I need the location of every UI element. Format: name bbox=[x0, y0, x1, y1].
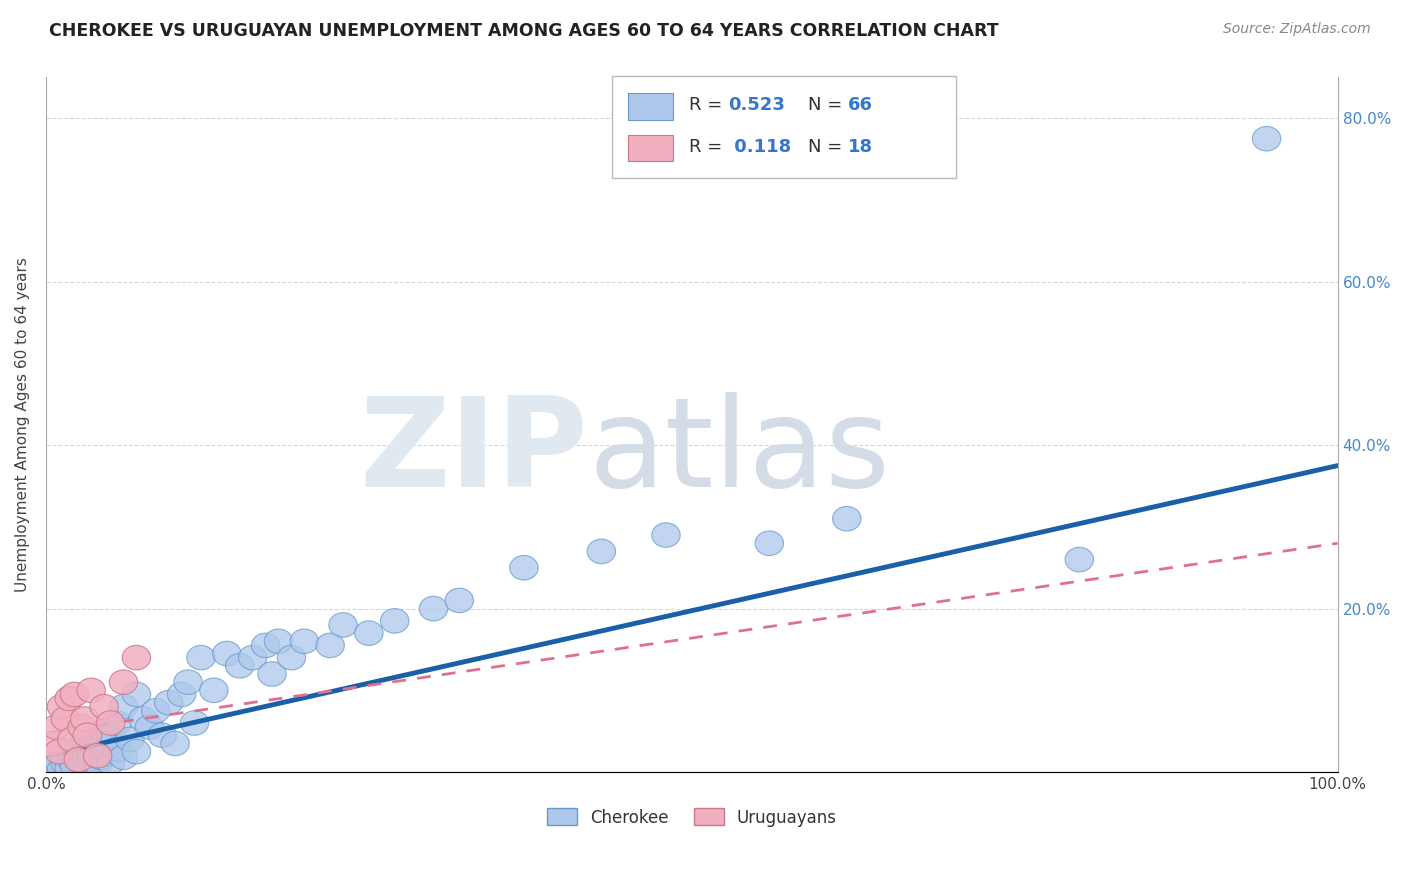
Ellipse shape bbox=[252, 633, 280, 657]
Ellipse shape bbox=[38, 756, 66, 780]
Ellipse shape bbox=[60, 753, 89, 778]
Ellipse shape bbox=[42, 714, 70, 739]
Ellipse shape bbox=[70, 742, 98, 766]
Ellipse shape bbox=[103, 711, 131, 735]
Ellipse shape bbox=[77, 739, 105, 764]
Ellipse shape bbox=[67, 750, 97, 774]
Ellipse shape bbox=[83, 727, 112, 752]
Ellipse shape bbox=[73, 753, 101, 778]
Ellipse shape bbox=[83, 752, 112, 776]
Ellipse shape bbox=[110, 670, 138, 694]
Ellipse shape bbox=[70, 731, 98, 756]
Ellipse shape bbox=[200, 678, 228, 703]
Ellipse shape bbox=[65, 745, 93, 770]
Ellipse shape bbox=[180, 711, 208, 735]
Ellipse shape bbox=[419, 597, 447, 621]
Ellipse shape bbox=[316, 633, 344, 657]
Ellipse shape bbox=[128, 706, 157, 731]
Ellipse shape bbox=[122, 739, 150, 764]
Ellipse shape bbox=[94, 742, 122, 766]
Ellipse shape bbox=[167, 682, 195, 706]
Ellipse shape bbox=[65, 735, 93, 760]
Text: N =: N = bbox=[808, 96, 848, 114]
Ellipse shape bbox=[51, 752, 80, 776]
Text: 66: 66 bbox=[848, 96, 873, 114]
Ellipse shape bbox=[354, 621, 382, 646]
Ellipse shape bbox=[160, 731, 190, 756]
Ellipse shape bbox=[42, 753, 70, 778]
Ellipse shape bbox=[381, 608, 409, 633]
Ellipse shape bbox=[48, 757, 76, 782]
Ellipse shape bbox=[142, 698, 170, 723]
Y-axis label: Unemployment Among Ages 60 to 64 years: Unemployment Among Ages 60 to 64 years bbox=[15, 257, 30, 592]
Ellipse shape bbox=[264, 629, 292, 654]
Ellipse shape bbox=[212, 641, 240, 665]
Ellipse shape bbox=[77, 678, 105, 703]
Text: 18: 18 bbox=[848, 138, 873, 156]
Ellipse shape bbox=[588, 539, 616, 564]
Ellipse shape bbox=[83, 743, 112, 768]
Ellipse shape bbox=[103, 737, 131, 762]
Ellipse shape bbox=[652, 523, 681, 548]
Ellipse shape bbox=[1066, 548, 1094, 572]
Ellipse shape bbox=[277, 646, 305, 670]
Ellipse shape bbox=[90, 719, 118, 743]
Ellipse shape bbox=[67, 714, 97, 739]
Ellipse shape bbox=[122, 682, 150, 706]
Text: Source: ZipAtlas.com: Source: ZipAtlas.com bbox=[1223, 22, 1371, 37]
Ellipse shape bbox=[110, 745, 138, 770]
Text: 0.118: 0.118 bbox=[728, 138, 792, 156]
Ellipse shape bbox=[510, 556, 538, 580]
Ellipse shape bbox=[115, 727, 145, 752]
Ellipse shape bbox=[73, 723, 101, 747]
Text: 0.523: 0.523 bbox=[728, 96, 785, 114]
Ellipse shape bbox=[187, 646, 215, 670]
Ellipse shape bbox=[51, 743, 80, 768]
Ellipse shape bbox=[45, 739, 73, 764]
Ellipse shape bbox=[329, 613, 357, 637]
Text: atlas: atlas bbox=[589, 392, 890, 513]
Ellipse shape bbox=[290, 629, 319, 654]
Ellipse shape bbox=[90, 731, 118, 756]
Ellipse shape bbox=[55, 686, 83, 711]
Text: R =: R = bbox=[689, 96, 728, 114]
Ellipse shape bbox=[58, 747, 86, 772]
Ellipse shape bbox=[110, 694, 138, 719]
Ellipse shape bbox=[97, 723, 125, 747]
Ellipse shape bbox=[86, 745, 114, 770]
Text: N =: N = bbox=[808, 138, 848, 156]
Legend: Cherokee, Uruguayans: Cherokee, Uruguayans bbox=[540, 802, 844, 833]
Ellipse shape bbox=[60, 682, 89, 706]
Ellipse shape bbox=[148, 723, 176, 747]
Ellipse shape bbox=[225, 654, 254, 678]
Ellipse shape bbox=[48, 694, 76, 719]
Ellipse shape bbox=[257, 662, 287, 686]
Ellipse shape bbox=[51, 706, 80, 731]
Ellipse shape bbox=[239, 646, 267, 670]
Ellipse shape bbox=[55, 756, 83, 780]
Ellipse shape bbox=[82, 735, 110, 760]
Ellipse shape bbox=[97, 711, 125, 735]
Ellipse shape bbox=[58, 727, 86, 752]
Ellipse shape bbox=[90, 694, 118, 719]
Text: CHEROKEE VS URUGUAYAN UNEMPLOYMENT AMONG AGES 60 TO 64 YEARS CORRELATION CHART: CHEROKEE VS URUGUAYAN UNEMPLOYMENT AMONG… bbox=[49, 22, 998, 40]
Ellipse shape bbox=[1253, 127, 1281, 151]
Ellipse shape bbox=[58, 739, 86, 764]
Ellipse shape bbox=[122, 646, 150, 670]
Text: R =: R = bbox=[689, 138, 728, 156]
Ellipse shape bbox=[70, 706, 98, 731]
Ellipse shape bbox=[97, 750, 125, 774]
Ellipse shape bbox=[155, 690, 183, 714]
Ellipse shape bbox=[38, 731, 66, 756]
Ellipse shape bbox=[755, 531, 783, 556]
Ellipse shape bbox=[832, 507, 860, 531]
Ellipse shape bbox=[135, 714, 163, 739]
Ellipse shape bbox=[446, 588, 474, 613]
Ellipse shape bbox=[45, 750, 73, 774]
Text: ZIP: ZIP bbox=[360, 392, 589, 513]
Ellipse shape bbox=[77, 747, 105, 772]
Ellipse shape bbox=[174, 670, 202, 694]
Ellipse shape bbox=[65, 747, 93, 772]
